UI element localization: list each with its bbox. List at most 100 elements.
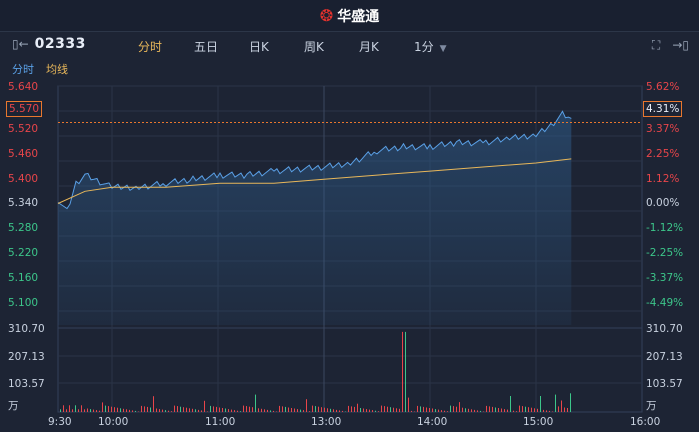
volume-bar [240,411,241,412]
tab-one-minute-label: 1分 [414,40,434,54]
fire-swirl-logo-icon: ❂ [319,6,334,25]
volume-bar [141,405,142,412]
avg-line [57,158,572,204]
volume-bar [180,406,181,412]
volume-bar [204,400,205,412]
pct-label: 2.25% [646,148,680,160]
volume-bar [276,411,277,412]
volume-bar [219,407,220,412]
volume-bar [450,405,451,412]
volume-bar [129,409,130,412]
volume-bar [552,411,553,412]
tab-monthly-k[interactable]: 月K [359,40,379,54]
volume-bar [294,408,295,412]
volume-bar [504,409,505,412]
volume-bar [465,408,466,412]
volume-bar [405,331,406,412]
stock-code-area: ▯← 02333 [12,36,86,52]
subtab-timeshare[interactable]: 分时 [12,63,34,76]
volume-bar [558,406,559,412]
volume-bar [108,406,109,412]
volume-bar [459,402,460,412]
volume-bar [303,410,304,412]
price-line [57,110,572,210]
volume-bar [333,409,334,412]
tab-five-day[interactable]: 五日 [194,40,219,54]
volume-bar [99,410,100,412]
volume-bar [243,405,244,412]
volume-bar [231,409,232,412]
volume-bar [426,407,427,412]
volume-bar [381,405,382,412]
window-controls: ⛶ →▯ [652,38,689,53]
pct-label: 5.62% [646,81,680,93]
sub-toolbar: 分时 均线 [0,58,699,78]
volume-bar [111,406,112,412]
volume-bar [375,410,376,412]
volume-bar [339,410,340,412]
volume-bar [423,406,424,412]
volume-bar [429,408,430,412]
volume-bar [123,408,124,412]
volume-bar [480,410,481,412]
volume-bar [156,408,157,412]
volume-bar [348,405,349,412]
volume-bar [162,409,163,412]
volume-bar [297,409,298,412]
volume-bar [117,407,118,412]
fullscreen-icon[interactable]: ⛶ [651,38,661,52]
volume-label: 310.70 [8,323,45,335]
volume-bar [177,406,178,412]
panel-toggle-icon[interactable]: ▯← [12,37,29,51]
volume-bar [207,411,208,412]
volume-bar [291,408,292,412]
volume-bar [168,410,169,412]
chevron-down-icon: ▼ [439,44,447,54]
price-label: 5.400 [8,173,39,185]
brand-name: 华盛通 [337,8,380,25]
volume-bar [222,408,223,412]
volume-bar [246,406,247,412]
pct-label: -3.37% [646,272,684,284]
volume-bar [321,407,322,412]
volume-bar [510,396,511,412]
volume-bar [60,409,61,412]
volume-bar [402,331,403,412]
timeshare-chart[interactable] [0,78,699,432]
price-label: 5.520 [8,123,39,135]
tab-weekly-k[interactable]: 周K [304,40,324,54]
time-label: 14:00 [417,416,448,428]
price-label: 5.340 [8,197,39,209]
collapse-panel-icon[interactable]: →▯ [672,38,689,52]
volume-bar [78,409,79,412]
volume-bar [126,409,127,412]
volume-bar [528,407,529,412]
volume-bar [531,407,532,412]
volume-bar [417,405,418,412]
price-label: 5.460 [8,148,39,160]
volume-bar [105,405,106,412]
pct-label: 0.00% [646,197,680,209]
volume-bar [195,409,196,412]
volume-label: 103.57 [8,378,45,390]
volume-bar [525,406,526,412]
tab-daily-k[interactable]: 日K [249,40,269,54]
volume-bar [258,408,259,412]
tab-timeshare[interactable]: 分时 [138,40,163,54]
price-label: 5.280 [8,222,39,234]
volume-bar [102,402,103,412]
volume-bar [342,410,343,412]
volume-bar [534,408,535,412]
volume-bar [519,405,520,412]
subtab-avg-line[interactable]: 均线 [46,63,68,76]
volume-bar [273,410,274,412]
volume-bar [468,408,469,412]
pct-crosshair-label: 4.31% [643,101,683,117]
volume-bar [540,396,541,412]
volume-bar [564,407,565,412]
volume-bar [363,408,364,412]
volume-bar [213,406,214,412]
volume-bar [135,410,136,412]
volume-bar [432,408,433,412]
tab-one-minute[interactable]: 1分 ▼ [414,38,447,55]
